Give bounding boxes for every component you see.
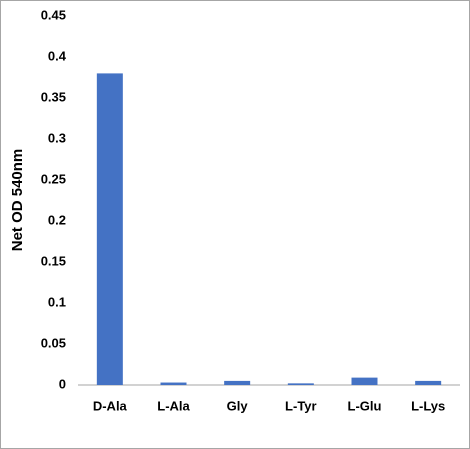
- y-tick-label: 0.05: [41, 335, 66, 350]
- y-tick-label: 0: [59, 376, 66, 391]
- y-axis-label: Net OD 540nm: [9, 149, 26, 252]
- bar: [160, 382, 187, 385]
- bar: [287, 383, 314, 385]
- y-tick-label: 0.15: [41, 253, 66, 268]
- y-tick-label: 0.25: [41, 171, 66, 186]
- x-tick-label: L-Glu: [348, 398, 382, 413]
- x-tick-label: D-Ala: [93, 398, 128, 413]
- x-tick-label: L-Lys: [411, 398, 445, 413]
- x-tick-label: L-Tyr: [285, 398, 317, 413]
- y-tick-label: 0.45: [41, 7, 66, 22]
- y-tick-label: 0.35: [41, 89, 66, 104]
- y-tick-label: 0.4: [48, 48, 67, 63]
- y-tick-label: 0.3: [48, 130, 66, 145]
- y-tick-label: 0.2: [48, 212, 66, 227]
- bar: [351, 377, 378, 385]
- bar: [415, 380, 442, 385]
- x-tick-label: L-Ala: [157, 398, 190, 413]
- x-tick-label: Gly: [227, 398, 249, 413]
- bar: [224, 380, 251, 385]
- y-tick-label: 0.1: [48, 294, 66, 309]
- bar: [96, 73, 123, 386]
